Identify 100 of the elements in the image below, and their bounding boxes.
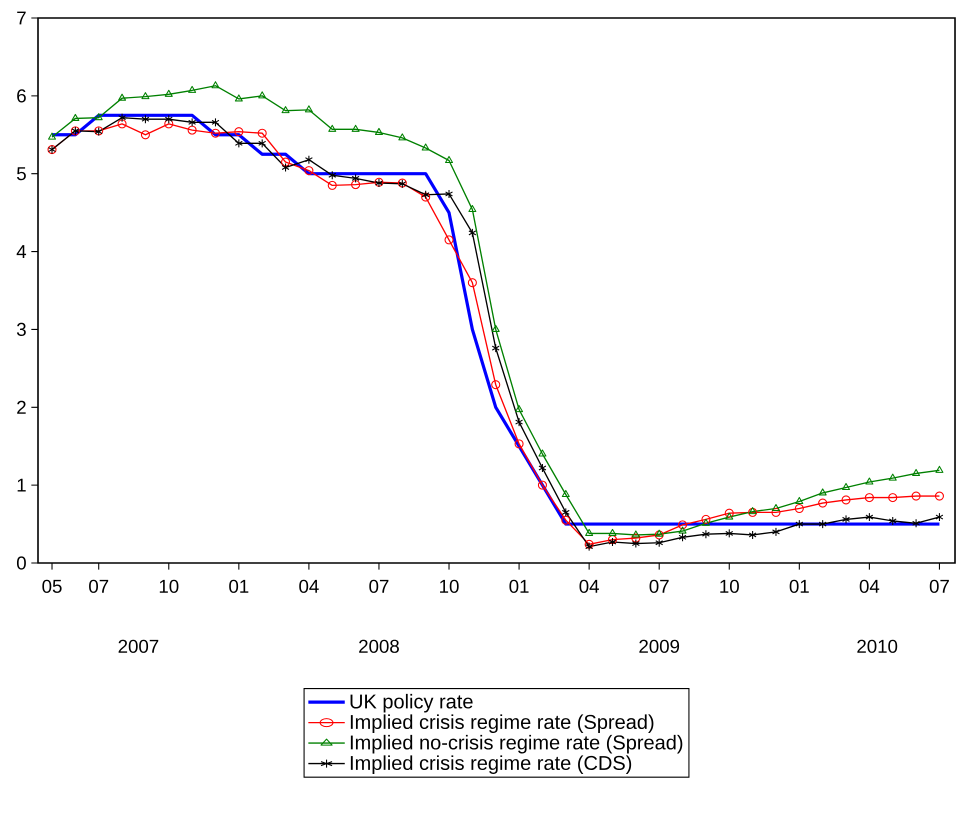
point	[304, 155, 313, 164]
point	[771, 508, 781, 517]
x-tick-label: 04	[579, 580, 599, 593]
point	[352, 174, 360, 183]
x-tick-label: 01	[229, 580, 248, 593]
legend-label: Implied crisis regime rate (CDS)	[350, 755, 632, 774]
point	[818, 498, 828, 508]
point	[934, 492, 944, 501]
y-tick-label: 1	[18, 478, 26, 492]
x-tick-label: 07	[650, 580, 669, 593]
point	[141, 92, 150, 100]
point	[841, 495, 851, 504]
point	[514, 439, 524, 448]
x-tick-label: 10	[160, 580, 178, 593]
point	[772, 504, 780, 512]
point	[211, 81, 220, 88]
point	[725, 528, 734, 538]
point	[94, 113, 103, 120]
point	[795, 520, 804, 529]
x-tick-label: 01	[790, 580, 809, 593]
point	[468, 278, 477, 288]
point	[818, 520, 827, 529]
y-tick-label: 3	[16, 322, 26, 336]
text: 2010	[857, 640, 898, 653]
point	[818, 488, 827, 496]
point	[701, 514, 710, 524]
point	[632, 538, 640, 548]
point	[724, 508, 734, 518]
point	[888, 516, 897, 526]
legend-label: Implied crisis regime rate (Spread)	[350, 714, 654, 733]
point	[164, 90, 173, 97]
point	[188, 126, 197, 135]
point	[585, 528, 594, 536]
point	[632, 530, 640, 538]
point	[351, 180, 360, 190]
point	[468, 204, 476, 212]
point	[865, 512, 874, 522]
point	[328, 124, 336, 132]
point	[702, 518, 710, 526]
point	[164, 114, 173, 124]
point	[655, 530, 664, 537]
legend-label: Implied no-crisis regime rate (Spread)	[350, 734, 682, 754]
point	[842, 482, 850, 490]
point	[562, 490, 570, 498]
point	[444, 235, 454, 244]
point	[842, 514, 850, 524]
point	[188, 118, 196, 127]
point	[352, 124, 360, 132]
point	[584, 540, 594, 549]
point	[258, 128, 267, 138]
point	[210, 128, 220, 138]
point	[748, 508, 758, 517]
point	[141, 114, 150, 124]
point	[608, 537, 616, 547]
point	[655, 538, 664, 548]
point	[234, 94, 243, 102]
point	[748, 507, 757, 514]
point	[492, 324, 500, 332]
point	[678, 520, 688, 530]
point	[515, 418, 524, 427]
point	[631, 534, 640, 543]
legend-label: UK policy rate	[350, 694, 473, 712]
text: 2009	[639, 640, 680, 653]
point	[492, 344, 500, 353]
point	[515, 405, 524, 412]
point	[491, 380, 500, 390]
point	[608, 528, 616, 536]
point	[725, 512, 734, 520]
point	[795, 496, 804, 504]
y-tick-label: 4	[16, 245, 26, 258]
point	[118, 119, 127, 128]
y-tick-label: 6	[17, 89, 26, 102]
x-tick-label: 07	[930, 580, 949, 593]
point	[608, 535, 618, 544]
point	[445, 189, 454, 198]
y-tick-label: 0	[16, 556, 26, 570]
x-tick-label: 10	[440, 580, 459, 593]
point	[164, 119, 174, 128]
point	[538, 463, 546, 473]
point	[281, 158, 290, 167]
point	[422, 190, 430, 200]
point	[304, 105, 313, 112]
point	[794, 504, 804, 514]
text: 2008	[359, 640, 399, 653]
point	[258, 91, 266, 98]
text: 2007	[118, 640, 158, 653]
point	[118, 94, 126, 101]
point	[561, 516, 570, 525]
point	[282, 162, 290, 172]
y-tick-label: 5	[16, 167, 26, 180]
point	[48, 132, 56, 140]
point	[864, 493, 874, 502]
point	[562, 508, 570, 517]
point	[140, 130, 150, 140]
point	[912, 492, 921, 501]
point	[304, 166, 314, 176]
point	[912, 518, 920, 528]
point	[188, 86, 196, 93]
x-tick-label: 04	[299, 580, 319, 593]
point	[935, 466, 944, 473]
